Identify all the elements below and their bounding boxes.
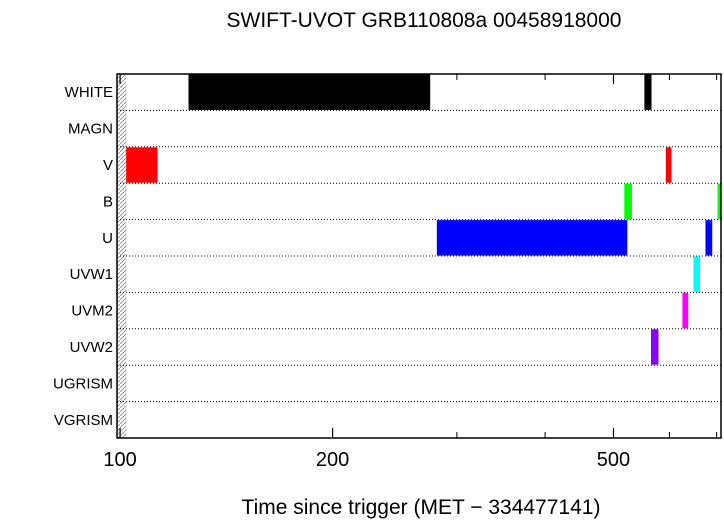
- segment-uvw2: [650, 329, 659, 365]
- plot-area: WHITE MAGN V B U UVW1 UVM2 UVW2 UGRISM VGRISM 100 2…: [53, 73, 722, 471]
- segment-v: [665, 147, 672, 183]
- row-label-uvw2: UVW2: [70, 339, 113, 356]
- row-label-magn: MAGN: [68, 121, 113, 138]
- row-label-uvw1: UVW1: [70, 266, 113, 283]
- row-label-vgrism: VGRISM: [54, 412, 113, 429]
- row-label-u: U: [102, 230, 113, 247]
- row-label-uvm2: UVM2: [71, 303, 113, 320]
- row-label-white: WHITE: [65, 84, 113, 101]
- segment-v: [126, 147, 158, 183]
- segment-b: [624, 183, 632, 220]
- segment-uvw1: [693, 256, 701, 292]
- row-label-v: V: [103, 157, 113, 174]
- segment-white: [188, 74, 431, 110]
- row-label-b: B: [103, 193, 113, 210]
- plot-frame: [116, 73, 722, 439]
- x-tick-label: 100: [103, 449, 136, 471]
- row-label-ugrism: UGRISM: [53, 375, 113, 392]
- segment-uvm2: [682, 292, 689, 329]
- x-tick-label: 500: [597, 449, 630, 471]
- segment-b: [717, 183, 721, 220]
- segment-white: [644, 74, 652, 110]
- segment-u: [705, 220, 713, 256]
- x-axis-label: Time since trigger (MET − 334477141): [242, 496, 601, 519]
- hatched-strip: [117, 74, 126, 438]
- segment-u: [436, 220, 628, 256]
- chart-title: SWIFT-UVOT GRB110808a 00458918000: [227, 9, 622, 32]
- x-tick-label: 200: [316, 449, 349, 471]
